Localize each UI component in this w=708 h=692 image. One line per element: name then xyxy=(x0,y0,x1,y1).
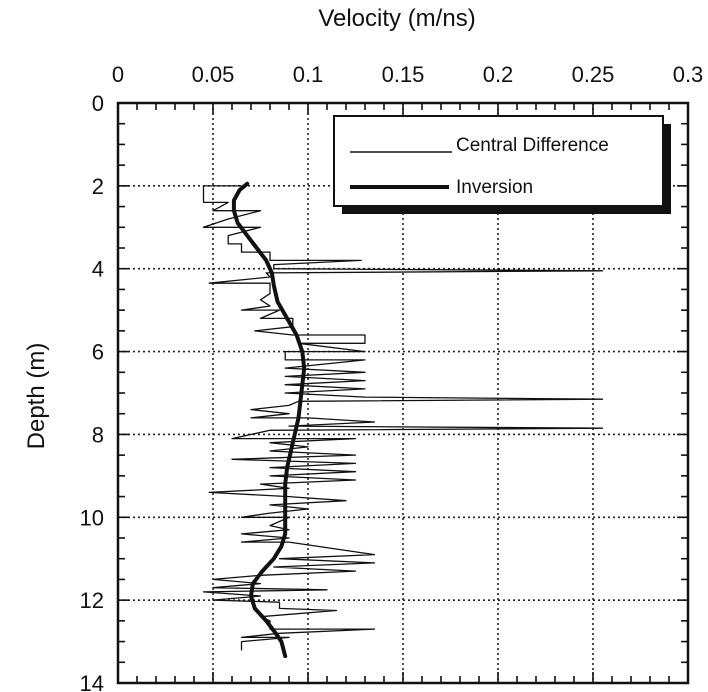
y-tick-label: 0 xyxy=(92,91,104,116)
plot-frame xyxy=(116,101,690,685)
series-layer xyxy=(202,181,604,659)
x-tick-labels: 0 0.05 0.1 0.15 0.2 0.25 0.3 xyxy=(112,62,703,87)
x-axis-title: Velocity (m/ns) xyxy=(318,5,475,32)
y-tick-label: 14 xyxy=(80,671,104,692)
y-tick-label: 6 xyxy=(92,340,104,365)
y-axis-title: Depth (m) xyxy=(23,343,50,450)
series-line-inversion xyxy=(231,181,307,659)
y-tick-label: 10 xyxy=(80,505,104,530)
y-tick-labels: 0 2 4 6 8 10 12 14 xyxy=(80,91,104,692)
x-tick-label: 0.05 xyxy=(192,62,235,87)
x-tick-label: 0.15 xyxy=(382,62,425,87)
legend: Central Difference Inversion xyxy=(333,115,671,214)
y-tick-label: 2 xyxy=(92,174,104,199)
series-line-central-difference xyxy=(202,185,604,651)
legend-label-central-difference: Central Difference xyxy=(456,135,609,156)
x-tick-label: 0 xyxy=(112,62,124,87)
legend-box xyxy=(333,115,664,207)
y-tick-label: 4 xyxy=(92,257,104,282)
x-tick-label: 0.2 xyxy=(483,62,514,87)
y-tick-label: 12 xyxy=(80,588,104,613)
legend-label-inversion: Inversion xyxy=(456,177,533,198)
y-tick-label: 8 xyxy=(92,422,104,447)
x-tick-label: 0.1 xyxy=(293,62,324,87)
x-tick-label: 0.25 xyxy=(572,62,615,87)
x-tick-label: 0.3 xyxy=(673,62,704,87)
